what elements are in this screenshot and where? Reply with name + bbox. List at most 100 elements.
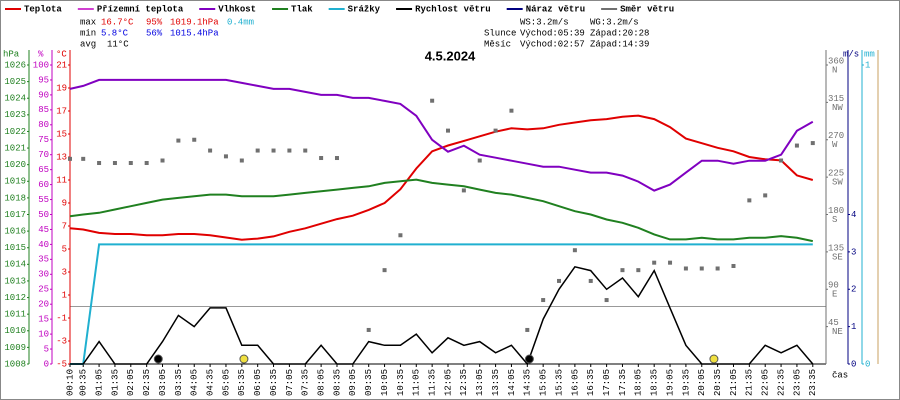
x-tick-label: 19:35	[681, 369, 691, 396]
x-tick-label: 21:35	[745, 369, 755, 396]
axis-title: hPa	[3, 49, 20, 59]
sun-rise: Východ:05:39	[520, 28, 585, 38]
x-tick-label: 05:35	[237, 369, 247, 396]
tick-label: 0	[865, 359, 870, 369]
x-tick-label: 09:35	[364, 369, 374, 396]
tick-label: 45	[38, 225, 49, 235]
tick-label: 9	[62, 198, 67, 208]
sun-set-icon	[709, 354, 719, 364]
legend-label: Přízemní teplota	[97, 4, 184, 14]
legend-label: Srážky	[348, 4, 381, 14]
stat: 5.8°C	[101, 28, 129, 38]
series-point	[477, 158, 482, 163]
series-point	[398, 233, 403, 238]
tick-label: -1	[56, 313, 67, 323]
tick-label: 55	[38, 195, 49, 205]
x-tick-label: 11:05	[412, 369, 422, 396]
tick-label: 1020	[4, 160, 26, 170]
series-point	[303, 148, 308, 153]
x-tick-label: 03:35	[174, 369, 184, 396]
x-tick-label: 13:05	[475, 369, 485, 396]
series-line	[70, 243, 813, 365]
tick-label: 1025	[4, 77, 26, 87]
x-tick-label: 03:05	[158, 369, 168, 396]
tick-label: 135	[828, 243, 844, 253]
tick-label: 95	[38, 75, 49, 85]
tick-label: 1011	[4, 310, 26, 320]
moon-label: Měsíc	[484, 39, 511, 49]
series-point	[144, 161, 149, 166]
tick-label: 360	[828, 56, 844, 66]
series-point	[255, 148, 260, 153]
x-tick-label: 00:10	[65, 369, 75, 396]
series-line	[69, 178, 814, 243]
wind-info: WS:3.2m/s	[520, 17, 569, 27]
x-tick-label: 04:35	[205, 369, 215, 396]
x-tick-label: 15:05	[539, 369, 549, 396]
moon-set: Západ:14:39	[590, 39, 649, 49]
series-point	[747, 198, 752, 203]
tick-label: 5	[62, 244, 67, 254]
series-line	[69, 78, 814, 192]
legend-label: Vlhkost	[218, 4, 256, 14]
tick-label: 1010	[4, 326, 26, 336]
series-point	[715, 266, 720, 271]
x-tick-label: 18:35	[650, 369, 660, 396]
tick-label: 3	[62, 267, 67, 277]
series-point	[192, 137, 197, 142]
legend-label: Teplota	[24, 4, 62, 14]
x-tick-label: 16:05	[570, 369, 580, 396]
tick-label: 11	[56, 175, 67, 185]
tick-label: 1008	[4, 359, 26, 369]
tick-label: 70	[38, 150, 49, 160]
series-point	[271, 148, 276, 153]
axis-title: °C	[56, 49, 67, 59]
x-tick-label: 22:35	[776, 369, 786, 396]
x-tick-label: 20:35	[713, 369, 723, 396]
tick-label: 25	[38, 285, 49, 295]
series-point	[81, 156, 86, 161]
axis-title: m/s	[843, 49, 859, 59]
tick-name: E	[832, 290, 837, 300]
series-point	[223, 154, 228, 159]
series-point	[366, 327, 371, 332]
series-point	[810, 141, 815, 146]
x-tick-label: 11:35	[428, 369, 438, 396]
x-tick-label: 17:05	[602, 369, 612, 396]
wind-info: WG:3.2m/s	[590, 17, 639, 27]
x-tick-label: 08:05	[316, 369, 326, 396]
tick-label: 17	[56, 106, 67, 116]
chart-title: 4.5.2024	[425, 48, 476, 63]
x-tick-label: 18:05	[634, 369, 644, 396]
tick-label: 7	[62, 221, 67, 231]
series-point	[239, 158, 244, 163]
axis-title: %	[38, 49, 44, 59]
x-tick-label: 20:05	[697, 369, 707, 396]
series-point	[176, 138, 181, 143]
x-tick-label: 09:05	[348, 369, 358, 396]
x-tick-label: 23:05	[792, 369, 802, 396]
x-tick-label: 17:35	[618, 369, 628, 396]
tick-label: 20	[38, 300, 49, 310]
series-point	[446, 128, 450, 133]
stat-label: avg	[80, 39, 96, 49]
series-point	[112, 161, 117, 166]
tick-label: 1015	[4, 243, 26, 253]
tick-label: 1017	[4, 210, 26, 220]
x-tick-label: 13:35	[491, 369, 501, 396]
tick-name: NW	[832, 103, 843, 113]
tick-label: 1026	[4, 60, 26, 70]
tick-label: 19	[56, 83, 67, 93]
tick-label: 15	[38, 315, 49, 325]
x-tick-label: 10:05	[380, 369, 390, 396]
tick-label: 1014	[4, 260, 26, 270]
series-line	[70, 265, 814, 366]
tick-label: 60	[38, 180, 49, 190]
x-tick-label: 04:05	[190, 369, 200, 396]
x-tick-label: 23:35	[808, 369, 818, 396]
sun-rise-icon	[239, 354, 249, 364]
x-tick-label: 02:35	[142, 369, 152, 396]
series-point	[68, 156, 72, 161]
tick-label: 90	[828, 281, 839, 291]
series-point	[652, 260, 657, 265]
